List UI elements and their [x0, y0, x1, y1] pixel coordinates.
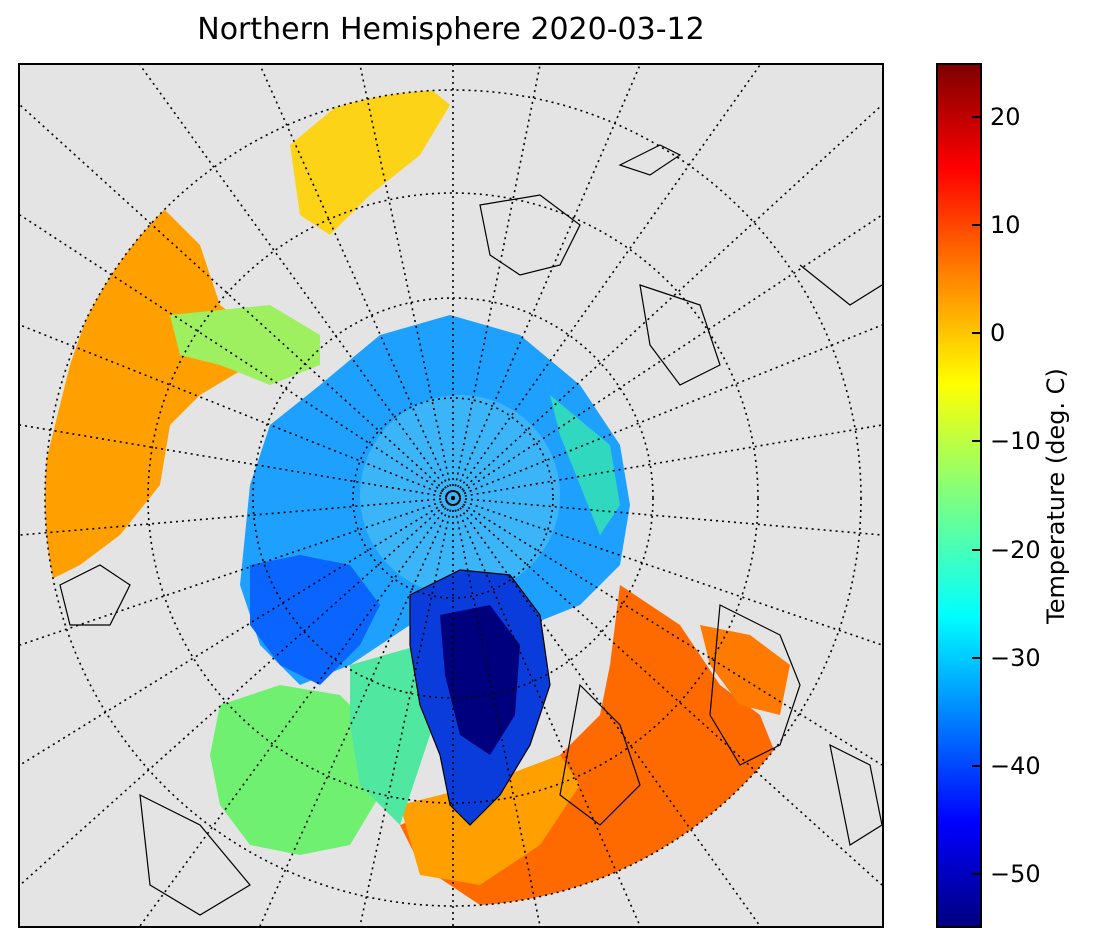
temperature-field — [45, 90, 790, 906]
east-siberia-region — [170, 305, 320, 385]
map-panel — [18, 63, 884, 928]
coastlines — [59, 144, 882, 916]
scandinavia-region — [700, 625, 790, 715]
colorbar-tick-mark — [972, 116, 981, 119]
colorbar-tick-label: −20 — [990, 535, 1041, 564]
colorbar-tick-mark — [972, 656, 981, 659]
colorbar-tick-label: 10 — [990, 211, 1021, 240]
colorbar-tick-label: −30 — [990, 643, 1041, 672]
colorbar-tick-mark — [972, 764, 981, 767]
canada-region — [210, 685, 390, 855]
colorbar-tick-label: 20 — [990, 103, 1021, 132]
colorbar — [936, 63, 982, 928]
colorbar-tick-label: 0 — [990, 319, 1006, 348]
map-title: Northern Hemisphere 2020-03-12 — [197, 12, 705, 47]
colorbar-tick-label: −50 — [990, 859, 1041, 888]
polar-map — [20, 65, 882, 926]
colorbar-tick-mark — [972, 332, 981, 335]
siberia-region — [45, 205, 260, 585]
colorbar-tick-mark — [972, 224, 981, 227]
colorbar-tick-label: −40 — [990, 751, 1041, 780]
arctic-outer-ring — [550, 395, 620, 535]
archipelago-region — [250, 555, 380, 685]
colorbar-tick-label: −10 — [990, 427, 1041, 456]
kamchatka-region — [290, 90, 450, 235]
colorbar-label: Temperature (deg. C) — [1042, 368, 1070, 624]
north-atlantic-region — [400, 755, 580, 885]
graticule — [20, 65, 882, 926]
colorbar-tick-mark — [972, 440, 981, 443]
colorbar-tick-mark — [972, 872, 981, 875]
greenland-core — [440, 605, 520, 755]
colorbar-tick-mark — [972, 548, 981, 551]
colorbar-gradient — [938, 65, 980, 926]
